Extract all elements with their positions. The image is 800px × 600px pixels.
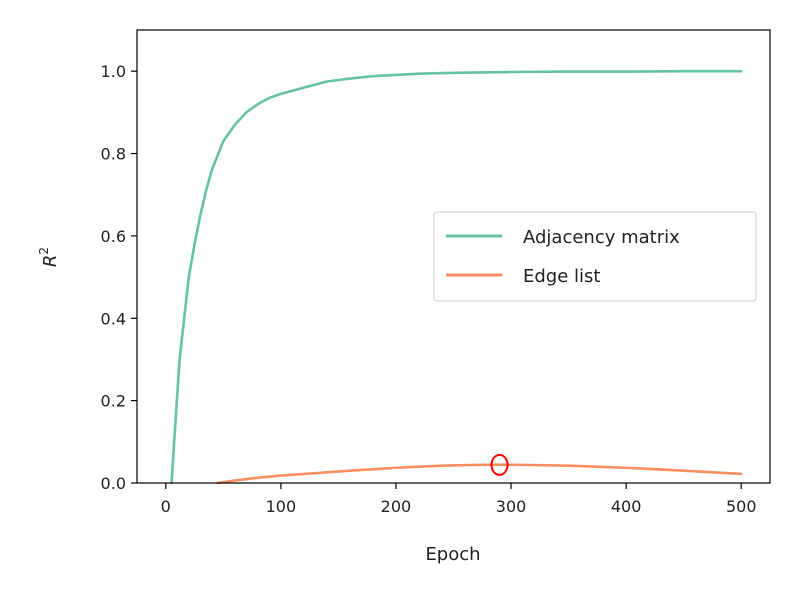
y-tick-label: 0.4 [101,309,126,328]
x-tick-label: 500 [726,497,757,516]
y-tick-label: 1.0 [101,62,126,81]
series-layer [170,69,743,485]
legend-label-adjacency-matrix: Adjacency matrix [523,227,680,248]
x-tick-label: 400 [611,497,642,516]
y-tick-label: 0.2 [101,392,126,411]
y-tick-label: 0.8 [101,145,126,164]
legend-box [433,211,757,302]
y-tick-label: 0.0 [101,474,126,493]
annotation-layer [490,453,509,476]
axes-layer [136,29,771,484]
y-axis-label-base: R [40,255,61,268]
x-tick-label: 100 [266,497,297,516]
x-tick-label: 200 [381,497,412,516]
legend-label-edge-list: Edge list [523,266,600,287]
x-axis-ticks: 0 100 200 300 400 500 [161,483,757,516]
x-axis-label: Epoch [425,544,480,565]
x-tick-label: 0 [161,497,171,516]
legend: Adjacency matrix Edge list [433,211,757,302]
y-axis-ticks: 0.0 0.2 0.4 0.6 0.8 1.0 [101,62,137,493]
y-tick-label: 0.6 [101,227,126,246]
plot-frame [136,29,771,484]
series-line-edge-list [216,463,743,485]
series-line-adjacency-matrix [170,69,743,485]
y-axis-label: R2 [37,247,61,267]
x-tick-label: 300 [496,497,527,516]
highlight-circle-marker [490,453,509,476]
y-axis-label-superscript: 2 [37,247,51,255]
